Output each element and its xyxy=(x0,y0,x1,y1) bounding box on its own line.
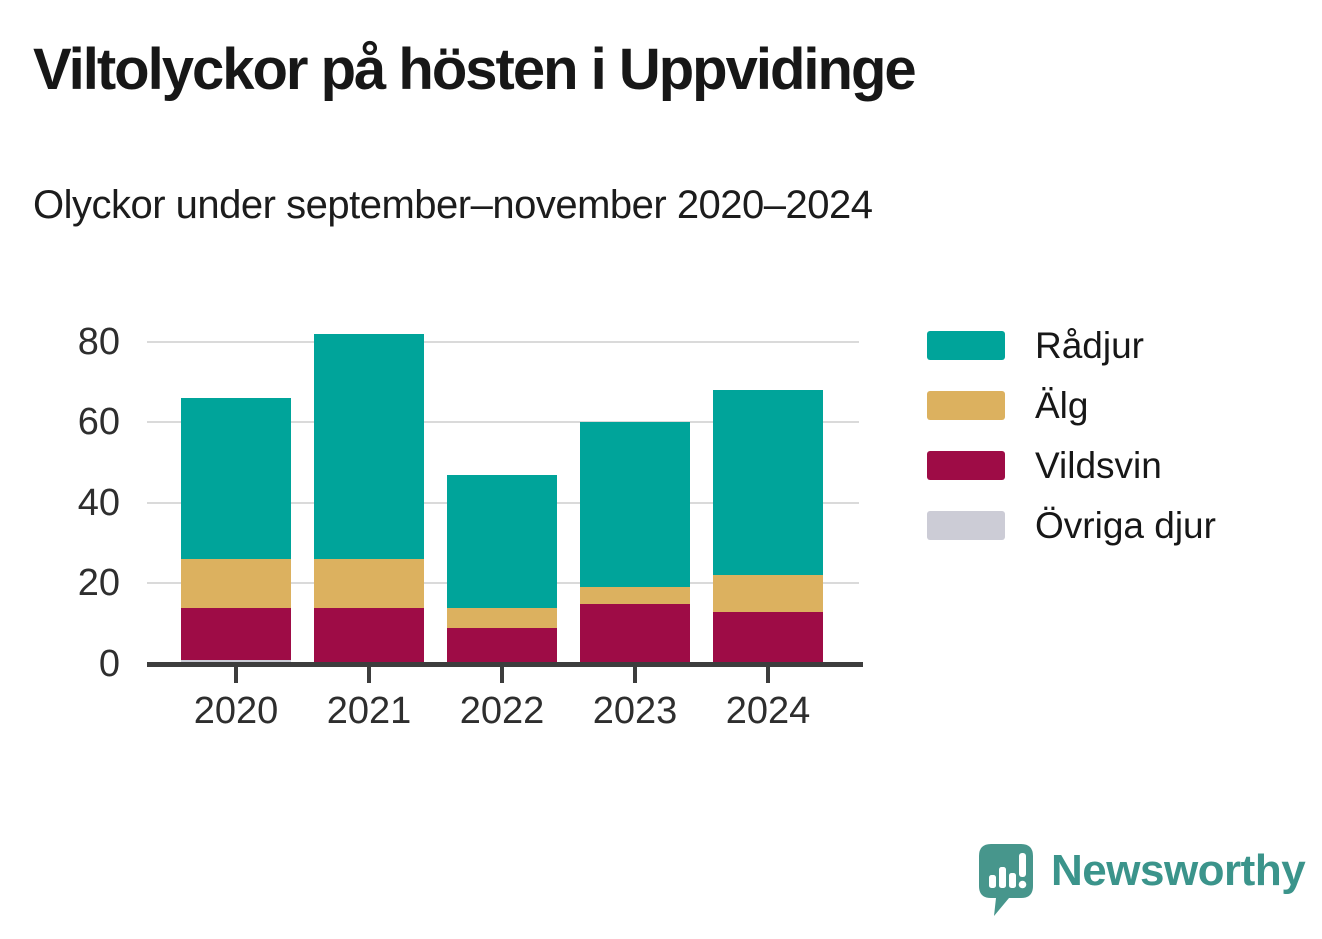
x-axis-tick-label: 2023 xyxy=(592,690,678,732)
legend-swatch xyxy=(927,391,1005,420)
legend-swatch xyxy=(927,331,1005,360)
gridline-60 xyxy=(147,421,859,424)
x-axis-line xyxy=(147,662,863,667)
newsworthy-logo-icon xyxy=(979,844,1033,916)
bar-segment-2020-Rådjur xyxy=(181,398,291,560)
gridline-80 xyxy=(147,340,859,343)
bar-segment-2023-Vildsvin xyxy=(580,603,690,664)
y-axis-tick-label: 80 xyxy=(77,320,120,363)
bar-segment-2021-Älg xyxy=(314,559,424,608)
x-axis-tick xyxy=(500,667,504,683)
y-axis-tick-label: 20 xyxy=(77,562,120,605)
legend-label: Övriga djur xyxy=(1035,505,1216,546)
x-axis-tick-label: 2024 xyxy=(725,690,811,732)
legend-row-Älg: Älg xyxy=(927,385,1216,426)
legend-row-Rådjur: Rådjur xyxy=(927,325,1216,366)
bar-segment-2020-Vildsvin xyxy=(181,607,291,660)
legend-row-Övriga djur: Övriga djur xyxy=(927,505,1216,546)
x-axis-tick-label: 2021 xyxy=(326,690,412,732)
legend-label: Rådjur xyxy=(1035,325,1144,366)
x-axis-tick xyxy=(766,667,770,683)
legend-label: Vildsvin xyxy=(1035,445,1162,486)
x-axis-tick xyxy=(234,667,238,683)
bar-segment-2024-Rådjur xyxy=(713,390,823,576)
bar-segment-2023-Älg xyxy=(580,587,690,604)
newsworthy-branding: Newsworthy xyxy=(975,842,1306,918)
x-axis-tick-label: 2020 xyxy=(193,690,279,732)
x-axis-tick xyxy=(633,667,637,683)
bar-segment-2020-Älg xyxy=(181,559,291,608)
x-axis-tick-label: 2022 xyxy=(459,690,545,732)
bar-segment-2022-Älg xyxy=(447,607,557,628)
bar-segment-2021-Rådjur xyxy=(314,333,424,560)
bar-segment-2022-Vildsvin xyxy=(447,627,557,664)
bar-segment-2024-Älg xyxy=(713,575,823,612)
y-axis-tick-label: 0 xyxy=(98,643,120,685)
y-axis-tick-label: 40 xyxy=(77,481,120,524)
chart-title: Viltolyckor på hösten i Uppvidinge xyxy=(33,37,917,102)
bar-segment-2022-Rådjur xyxy=(447,474,557,608)
bar-segment-2024-Vildsvin xyxy=(713,611,823,664)
legend-row-Vildsvin: Vildsvin xyxy=(927,445,1216,486)
chart-subtitle: Olyckor under september–november 2020–20… xyxy=(33,183,873,227)
x-axis-tick xyxy=(367,667,371,683)
legend-label: Älg xyxy=(1035,385,1089,426)
bar-segment-2023-Rådjur xyxy=(580,422,690,588)
bar-segment-2020-Övriga djur xyxy=(181,659,291,664)
y-axis-tick-label: 60 xyxy=(77,401,120,444)
bar-segment-2021-Vildsvin xyxy=(314,607,424,664)
legend-swatch xyxy=(927,511,1005,540)
legend-swatch xyxy=(927,451,1005,480)
legend: Rådjur Älg Vildsvin Övriga djur xyxy=(927,325,1216,571)
newsworthy-wordmark: Newsworthy xyxy=(1051,846,1306,895)
